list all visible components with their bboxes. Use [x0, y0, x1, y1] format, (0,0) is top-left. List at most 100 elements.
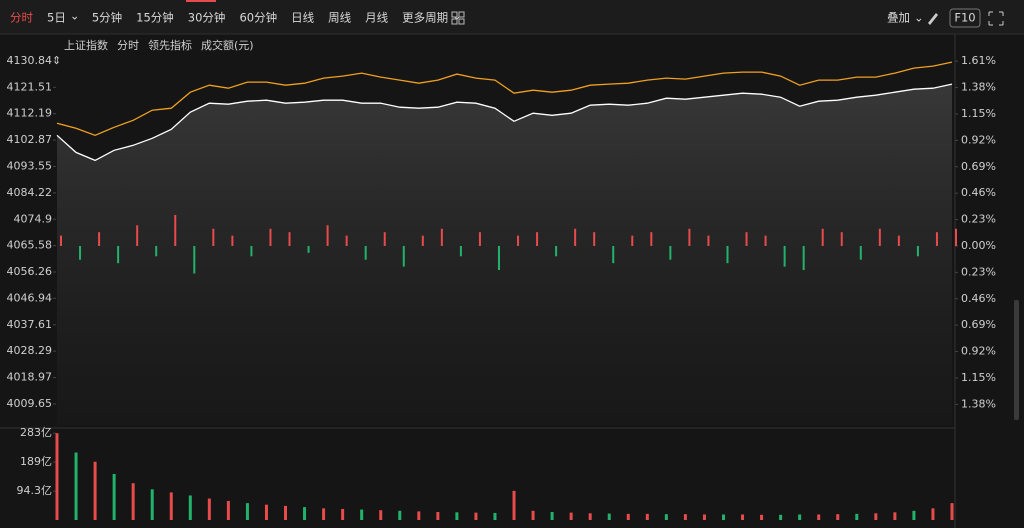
y2-tick-label: 0.46% [961, 292, 996, 305]
y2-tick-label: 0.69% [961, 160, 996, 173]
price-area [57, 84, 952, 425]
volume-bar [645, 513, 649, 520]
indicator-bar [783, 245, 786, 267]
indicator-bar [612, 245, 615, 264]
top-indicator [186, 0, 216, 2]
period-tab[interactable]: 5分钟 [92, 11, 122, 25]
legend-label: 分时 [117, 39, 139, 52]
volume-tick-label: 94.3亿 [17, 484, 53, 497]
volume-bar [702, 514, 706, 520]
volume-bar [284, 505, 288, 520]
y-tick-label: 4084.22 [7, 186, 53, 199]
volume-bar [721, 514, 725, 520]
y2-tick-label: 1.38% [961, 397, 996, 410]
volume-bar [455, 512, 459, 520]
period-tab[interactable]: 30分钟 [188, 11, 226, 25]
y2-tick-label: 1.15% [961, 107, 996, 120]
indicator-bar [574, 228, 577, 246]
indicator-bar [79, 245, 82, 260]
volume-tick-label: 283亿 [20, 426, 52, 439]
y2-tick-label: 1.61% [961, 54, 996, 67]
indicator-bar [935, 232, 938, 246]
y2-tick-label: 0.69% [961, 318, 996, 331]
y2-tick-label: 0.92% [961, 345, 996, 358]
period-tab[interactable]: 60分钟 [239, 11, 277, 25]
scrollbar[interactable] [1014, 300, 1019, 420]
volume-bar [417, 511, 421, 520]
volume-bar [950, 503, 954, 520]
indicator-bar [821, 228, 824, 246]
indicator-bar [764, 235, 767, 246]
y-tick-label: 4130.84 [7, 54, 53, 67]
y-tick-label: 4065.58 [7, 239, 53, 252]
indicator-bar [345, 235, 348, 246]
indicator-bar [440, 228, 443, 246]
volume-bar [779, 514, 783, 520]
indicator-bar [383, 232, 386, 246]
indicator-bar [631, 235, 634, 246]
y-tick-label: 4018.97 [7, 371, 53, 384]
legend-label: 领先指标 [148, 38, 192, 52]
indicator-bar [212, 228, 215, 246]
volume-bar [912, 510, 916, 520]
fullscreen-icon[interactable] [988, 11, 1004, 26]
period-tab[interactable]: 日线 [291, 11, 314, 25]
indicator-bar [707, 235, 710, 246]
volume-bar [588, 513, 592, 520]
period-tab[interactable]: 周线 [328, 11, 351, 25]
indicator-bar [669, 245, 672, 260]
volume-bar [664, 514, 668, 520]
volume-bar [74, 452, 78, 520]
period-tab[interactable]: 15分钟 [136, 11, 174, 25]
indicator-bar [593, 232, 596, 246]
volume-bar [264, 504, 268, 520]
indicator-bar [402, 245, 405, 267]
f10-box[interactable] [949, 8, 981, 28]
caret: ⌄ [70, 9, 80, 23]
y-tick-label: 4093.55 [7, 159, 53, 172]
indicator-bar [955, 228, 957, 246]
volume-bar [226, 500, 230, 520]
indicator-bar [802, 245, 805, 271]
volume-bar [379, 510, 383, 520]
volume-bar [893, 512, 897, 520]
y-tick-label: 4037.61 [7, 318, 53, 331]
volume-bar [55, 433, 59, 520]
y-tick-label: 4121.51 [7, 80, 53, 93]
volume-bar [683, 514, 687, 520]
volume-bar [303, 507, 307, 520]
indicator-bar [364, 245, 367, 260]
y2-tick-label: 0.46% [961, 186, 996, 199]
indicator-bar [326, 225, 329, 246]
y2-tick-label: 1.15% [961, 371, 996, 384]
y2-tick-label: 0.92% [961, 133, 996, 146]
volume-bar [93, 461, 97, 520]
y-tick-label: 4112.19 [7, 107, 53, 120]
overlay-button[interactable]: 叠加 [887, 11, 910, 25]
brush-icon[interactable] [928, 13, 938, 25]
indicator-bar [193, 245, 196, 274]
f10-button[interactable]: F10 [954, 11, 975, 25]
period-tab[interactable]: 月线 [365, 11, 388, 25]
price-line [56, 83, 953, 162]
volume-bar [931, 508, 935, 520]
grid-icon [451, 11, 465, 25]
period-tab[interactable]: 分时 [10, 11, 33, 25]
y-tick-label: 4102.87 [7, 133, 53, 146]
y2-tick-label: 0.00% [961, 239, 996, 252]
indicator-bar [745, 232, 748, 246]
volume-bar [493, 512, 497, 520]
volume-bar [245, 503, 249, 520]
period-tab[interactable]: 更多周期 [402, 11, 448, 25]
volume-bar [569, 512, 573, 520]
period-tab[interactable]: 5日 [47, 11, 66, 25]
toolbar [0, 0, 1024, 34]
y-tick-label: 4028.29 [7, 344, 53, 357]
y-tick-label: 4056.26 [7, 265, 53, 278]
legend-label: 成交额(元) [201, 38, 254, 52]
volume-bar [798, 514, 802, 520]
indicator-bar [136, 225, 139, 246]
indicator-bar [155, 245, 158, 257]
y2-tick-label: 1.38% [961, 81, 996, 94]
indicator-bar [288, 232, 291, 246]
